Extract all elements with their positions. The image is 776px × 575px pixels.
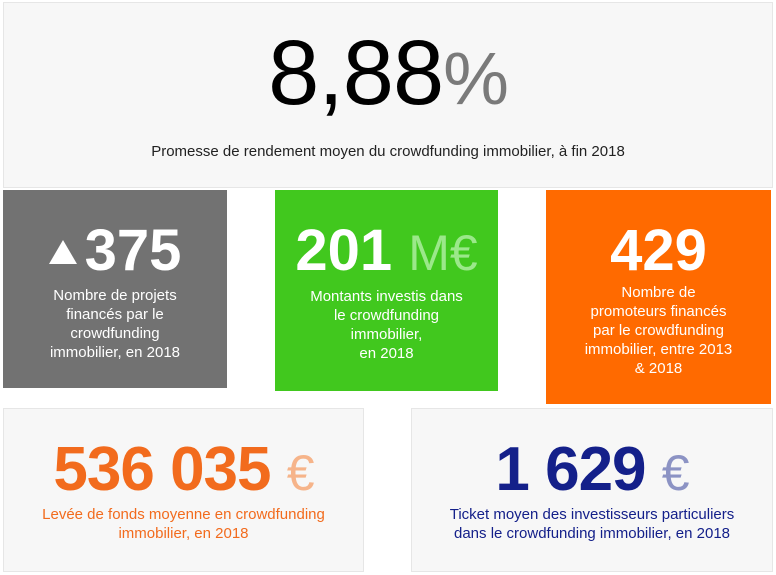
label-line: immobilier, entre 2013 <box>584 341 733 358</box>
developers-count-value: 429 <box>610 218 707 283</box>
average-ticket-number: 1 629 <box>495 435 646 504</box>
label-line: le crowdfunding <box>333 307 440 324</box>
average-ticket-value: 1 629 € <box>412 439 772 501</box>
hero-number: 8,88 <box>268 22 444 124</box>
label-line: crowdfunding <box>70 325 160 342</box>
projects-count-card: 375 Nombre de projets financés par le cr… <box>3 190 227 388</box>
label-line: en 2018 <box>359 345 414 362</box>
euro-unit: € <box>286 445 315 501</box>
average-fundraising-number: 536 035 <box>53 435 271 504</box>
invested-amount-value: 201 M€ <box>275 222 498 280</box>
average-ticket-label: Ticket moyen des investisseurs particuli… <box>422 505 762 543</box>
hero-stat-card: 8,88% Promesse de rendement moyen du cro… <box>3 2 773 188</box>
average-fundraising-card: 536 035 € Levée de fonds moyenne en crow… <box>3 408 364 572</box>
euro-unit: € <box>661 445 690 501</box>
label-line: Nombre de projets <box>53 287 177 304</box>
label-line: Nombre de <box>621 284 696 301</box>
up-triangle-icon <box>48 240 77 264</box>
label-line: immobilier, en 2018 <box>118 525 249 542</box>
average-fundraising-label: Levée de fonds moyenne en crowdfunding i… <box>14 505 353 543</box>
average-ticket-card: 1 629 € Ticket moyen des investisseurs p… <box>411 408 773 572</box>
label-line: immobilier, <box>350 326 423 343</box>
projects-count-label: Nombre de projets financés par le crowdf… <box>17 286 213 362</box>
developers-count-card: 429 Nombre de promoteurs financés par le… <box>546 190 771 404</box>
projects-count-value: 375 <box>3 222 227 280</box>
average-fundraising-value: 536 035 € <box>4 439 363 501</box>
invested-amount-unit: M€ <box>408 225 478 281</box>
label-line: Montants investis dans <box>310 288 463 305</box>
label-line: Levée de fonds moyenne en crowdfunding <box>42 506 325 523</box>
invested-amount-label: Montants investis dans le crowdfunding i… <box>289 287 484 363</box>
projects-count-number: 375 <box>84 218 182 283</box>
invested-amount-number: 201 <box>295 218 393 283</box>
label-line: promoteurs financés <box>590 303 727 320</box>
label-line: & 2018 <box>634 360 683 377</box>
label-line: dans le crowdfunding immobilier, en 2018 <box>454 525 730 542</box>
developers-count-label: Nombre de promoteurs financés par le cro… <box>560 283 757 378</box>
hero-value: 8,88% <box>4 27 772 119</box>
label-line: Ticket moyen des investisseurs particuli… <box>449 506 735 523</box>
label-line: immobilier, en 2018 <box>49 344 181 361</box>
invested-amount-card: 201 M€ Montants investis dans le crowdfu… <box>275 190 498 391</box>
hero-unit: % <box>443 37 509 120</box>
label-line: financés par le <box>66 306 164 323</box>
label-line: par le crowdfunding <box>593 322 724 339</box>
hero-caption: Promesse de rendement moyen du crowdfund… <box>151 143 625 160</box>
